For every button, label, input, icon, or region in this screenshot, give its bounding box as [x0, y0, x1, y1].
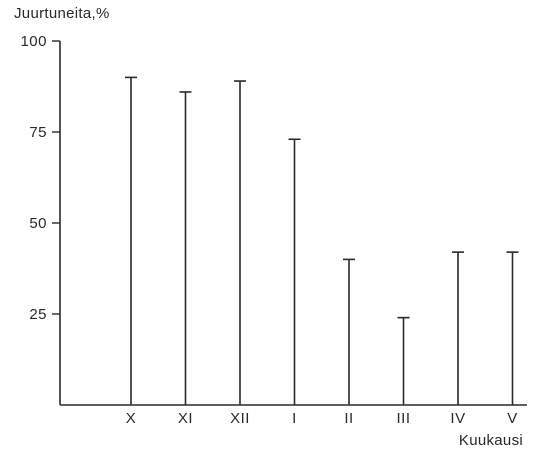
bars — [125, 76, 519, 405]
bar — [179, 91, 192, 405]
x-tick-label: IV — [450, 410, 465, 427]
bar — [234, 80, 246, 405]
x-tick-label: II — [344, 410, 353, 427]
x-tick-label: V — [507, 410, 518, 427]
bar — [506, 251, 519, 405]
x-tick-label: X — [126, 410, 137, 427]
y-tick-label: 50 — [29, 215, 47, 232]
bar — [125, 76, 137, 405]
x-tick-label: III — [396, 410, 410, 427]
y-axis-title: Juurtuneita,% — [14, 5, 110, 22]
x-ticks: X XI XII I II III IV V — [126, 410, 518, 427]
bar — [288, 138, 301, 405]
x-tick-label: I — [292, 410, 297, 427]
y-ticks: 25 50 75 100 — [20, 33, 60, 323]
bar — [397, 316, 410, 405]
y-tick-label: 100 — [20, 33, 47, 50]
y-tick-label: 75 — [29, 124, 47, 141]
y-tick-label: 25 — [29, 306, 47, 323]
bar — [343, 258, 355, 405]
x-tick-label: XII — [230, 410, 250, 427]
x-tick-label: XI — [178, 410, 193, 427]
x-axis-title: Kuukausi — [459, 432, 523, 449]
bar — [452, 251, 464, 405]
